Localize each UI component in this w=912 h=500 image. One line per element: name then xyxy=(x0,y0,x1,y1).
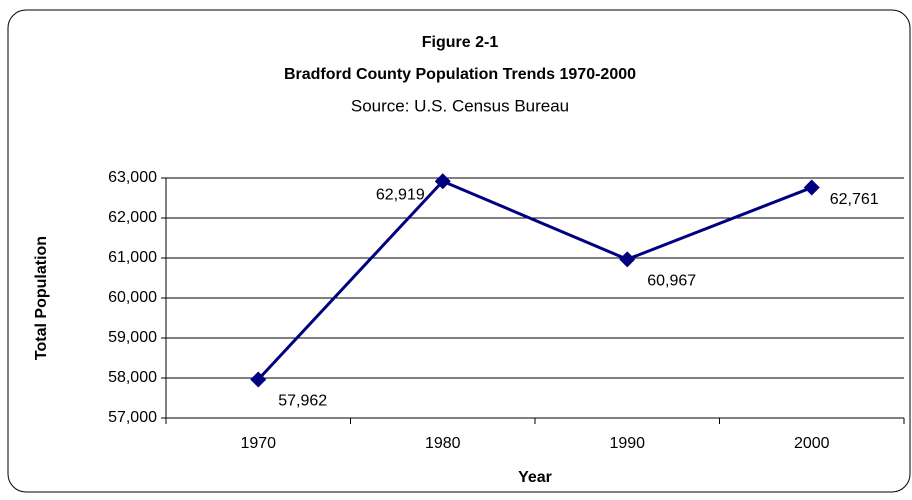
y-tick-label: 58,000 xyxy=(108,369,157,386)
y-tick-label: 60,000 xyxy=(108,289,157,306)
y-tick-label: 63,000 xyxy=(108,169,157,186)
chart-source: Source: U.S. Census Bureau xyxy=(351,96,569,115)
x-tick-label: 1970 xyxy=(240,435,276,452)
x-tick-label: 1980 xyxy=(425,435,461,452)
marker xyxy=(250,371,267,388)
chart-frame xyxy=(7,9,911,493)
chart-title: Figure 2-1 xyxy=(422,34,499,51)
y-tick-label: 62,000 xyxy=(108,209,157,226)
data-label: 62,919 xyxy=(376,186,425,203)
chart-subtitle: Bradford County Population Trends 1970-2… xyxy=(284,66,636,83)
line xyxy=(257,179,813,381)
y-tick-label: 57,000 xyxy=(108,409,157,426)
data-label: 62,761 xyxy=(830,191,879,208)
y-tick-label: 59,000 xyxy=(108,329,157,346)
x-tick-label: 1990 xyxy=(609,435,645,452)
marker xyxy=(619,251,636,268)
marker xyxy=(434,173,451,190)
x-axis-label: Year xyxy=(518,469,552,486)
x-tick-label: 2000 xyxy=(794,435,830,452)
data-label: 57,962 xyxy=(278,393,327,410)
y-axis-label: Total Population xyxy=(33,236,50,360)
data-label: 60,967 xyxy=(647,273,696,290)
y-tick-label: 61,000 xyxy=(108,249,157,266)
marker xyxy=(803,179,820,196)
